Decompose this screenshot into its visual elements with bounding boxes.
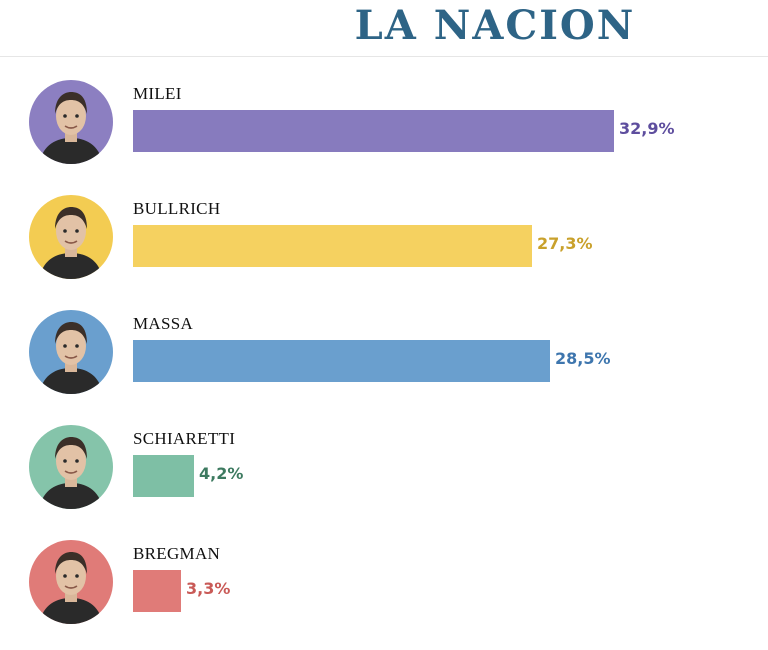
bar-massa (133, 340, 550, 382)
chart-row-schiaretti: SCHIARETTI 4,2% (0, 425, 768, 535)
bar-milei (133, 110, 614, 152)
bregman-photo-icon (29, 540, 113, 624)
milei-photo-icon (29, 80, 113, 164)
value-label-bregman: 3,3% (186, 579, 231, 598)
value-label-milei: 32,9% (619, 119, 675, 138)
value-label-schiaretti: 4,2% (199, 464, 244, 483)
value-label-bullrich: 27,3% (537, 234, 593, 253)
massa-photo-icon (29, 310, 113, 394)
masthead-title: LA NACION (354, 2, 636, 49)
category-label-bregman: BREGMAN (133, 544, 221, 563)
chart-row-bullrich: BULLRICH 27,3% (0, 195, 768, 305)
bar-bullrich (133, 225, 532, 267)
bar-bregman (133, 570, 181, 612)
category-label-milei: MILEI (133, 84, 182, 103)
schiaretti-photo-icon (29, 425, 113, 509)
bullrich-photo-icon (29, 195, 113, 279)
value-label-massa: 28,5% (555, 349, 611, 368)
category-label-schiaretti: SCHIARETTI (133, 429, 236, 448)
chart-row-bregman: BREGMAN 3,3% (0, 540, 768, 650)
category-label-bullrich: BULLRICH (133, 199, 221, 218)
category-label-massa: MASSA (133, 314, 194, 333)
chart-row-massa: MASSA 28,5% (0, 310, 768, 420)
masthead: LA NACION (0, 0, 768, 57)
chart-row-milei: MILEI 32,9% (0, 80, 768, 190)
bar-schiaretti (133, 455, 194, 497)
